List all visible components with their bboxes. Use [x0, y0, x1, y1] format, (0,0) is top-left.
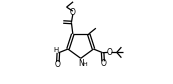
- Text: O: O: [70, 8, 76, 17]
- Text: N: N: [78, 59, 84, 68]
- Text: H: H: [82, 62, 87, 67]
- Text: H: H: [53, 47, 58, 53]
- Text: O: O: [107, 48, 112, 57]
- Text: O: O: [55, 60, 61, 69]
- Text: O: O: [100, 59, 106, 68]
